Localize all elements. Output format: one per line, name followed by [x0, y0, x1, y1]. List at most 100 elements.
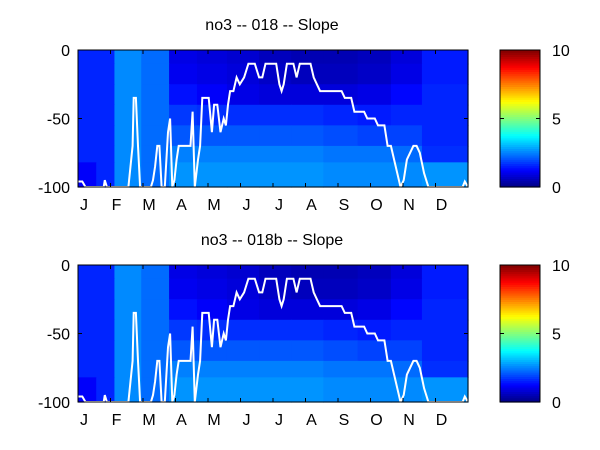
colorbar-swatch [500, 124, 540, 128]
colorbar-swatch [500, 167, 540, 171]
heatmap-cell [390, 265, 423, 280]
heatmap-cell [291, 145, 324, 163]
heatmap-cell [421, 377, 469, 403]
heatmap-cell [78, 63, 97, 85]
heatmap-cell [96, 360, 116, 378]
colorbar-swatch [500, 391, 540, 395]
colorbar-swatch [500, 389, 540, 392]
heatmap-cell [291, 104, 324, 126]
heatmap-cell [78, 50, 97, 65]
heatmap-cells [78, 50, 469, 188]
heatmap-cell [323, 104, 359, 126]
x-tick-label: F [112, 412, 122, 429]
heatmap-cell [421, 162, 469, 188]
colorbar-swatch [500, 58, 540, 62]
heatmap-cell [226, 299, 260, 321]
y-tick-label: -50 [47, 327, 70, 344]
colorbar-swatch [500, 354, 540, 358]
colorbar-swatch [500, 86, 540, 90]
colorbar-swatch [500, 178, 540, 182]
x-tick-label: J [275, 412, 283, 429]
heatmap-cell [96, 104, 116, 126]
x-tick-label: J [275, 197, 283, 214]
colorbar-swatch [500, 344, 540, 347]
heatmap-cell [169, 104, 198, 126]
mixed-layer-line [78, 277, 469, 406]
colorbar-swatch [500, 92, 540, 96]
colorbar-swatch [500, 282, 540, 285]
heatmap-cell [141, 278, 170, 300]
colorbar-swatch [500, 118, 540, 122]
colorbar-swatch [500, 165, 540, 169]
colorbar-swatch [500, 312, 540, 315]
heatmap-cell [169, 299, 198, 321]
heatmap-cell [141, 265, 170, 280]
x-tick-label: N [403, 412, 415, 429]
heatmap-cell [323, 50, 359, 65]
colorbar-swatch [500, 99, 540, 102]
colorbar-swatch [500, 174, 540, 177]
colorbar-swatch [500, 316, 540, 320]
colorbar-swatch [500, 152, 540, 156]
colorbar-swatch [500, 101, 540, 105]
heatmap-cell [96, 162, 116, 188]
x-tick-label: M [207, 197, 220, 214]
heatmap-cell [226, 162, 260, 188]
colorbar-swatch [500, 299, 540, 302]
colorbar: 0 5 10 [499, 258, 570, 412]
x-tick-label: N [403, 197, 415, 214]
heatmap-cell [291, 162, 324, 188]
heatmap-cell [114, 340, 142, 362]
colorbar-swatch [500, 67, 540, 70]
heatmap-cell [357, 360, 392, 378]
heatmap-cell [323, 340, 359, 362]
heatmap-cell [78, 84, 97, 106]
heatmap-cell [141, 319, 170, 341]
heatmap-cell [357, 104, 392, 126]
heatmap-cell [169, 278, 198, 300]
x-tick-label: J [80, 412, 88, 429]
heatmap-cell [323, 377, 359, 403]
heatmap-cell [323, 125, 359, 147]
heatmap-cell [323, 265, 359, 280]
heatmap-cell [421, 104, 469, 126]
heatmap-cell [78, 377, 97, 403]
colorbar-swatch [500, 320, 540, 324]
heatmap-cell [357, 84, 392, 106]
heatmap-cell [421, 145, 469, 163]
colorbar-swatch [500, 297, 540, 300]
heatmap-cell [196, 50, 228, 65]
heatmap-cell [357, 319, 392, 341]
colorbar-swatch [500, 172, 540, 175]
colorbar-swatch [500, 363, 540, 367]
colorbar-swatch [500, 348, 540, 352]
colorbar-swatch [500, 184, 540, 188]
heatmap-cell [357, 265, 392, 280]
heatmap-cell [323, 145, 359, 163]
colorbar-swatch [500, 361, 540, 365]
colorbar-tick-label: 5 [552, 112, 561, 129]
colorbar-swatch [500, 303, 540, 307]
colorbar-swatch [500, 378, 540, 382]
heatmap-cell [169, 319, 198, 341]
heatmap-cell [196, 265, 228, 280]
colorbar-swatch [500, 367, 540, 371]
heatmap-cell [357, 340, 392, 362]
colorbar-swatch [500, 339, 540, 343]
heatmap-cell [390, 278, 423, 300]
mixed-layer-depth-line [78, 62, 469, 191]
heatmap-cell [259, 299, 292, 321]
colorbar-swatch [500, 292, 540, 296]
colorbar-swatch [500, 329, 540, 332]
colorbar-swatch [500, 103, 540, 107]
colorbar-swatch [500, 294, 540, 298]
colorbar-swatch [500, 52, 540, 55]
heatmap-cell [357, 125, 392, 147]
heatmap-cell [421, 360, 469, 378]
heatmap-cell [169, 63, 198, 85]
heatmap-cell [78, 319, 97, 341]
heatmap-cell [421, 84, 469, 106]
heatmap-cell [96, 84, 116, 106]
heatmap-cell [196, 377, 228, 403]
